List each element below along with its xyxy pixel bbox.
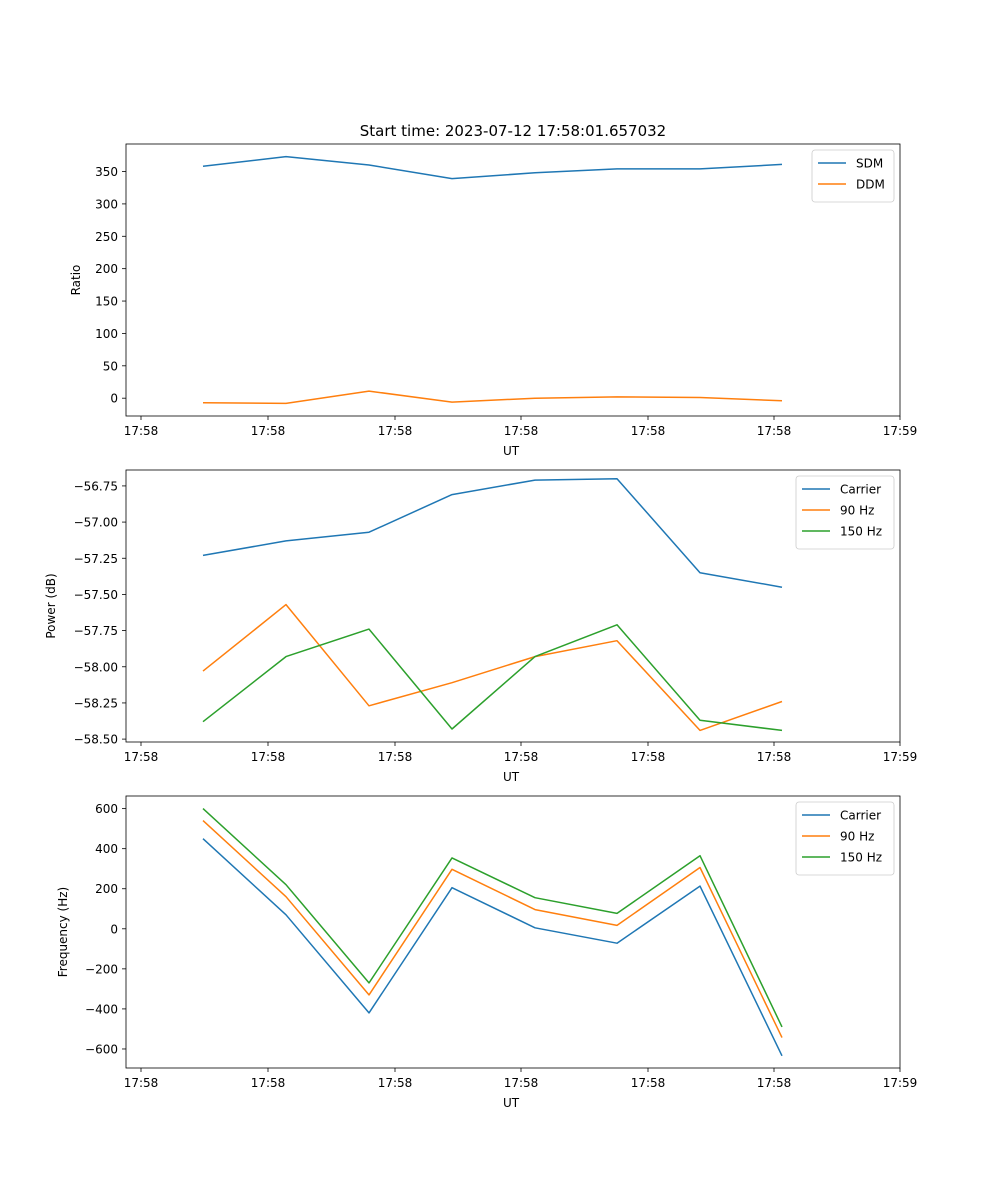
x-tick-label: 17:59	[883, 424, 918, 438]
x-axis-label: UT	[503, 770, 520, 784]
y-tick-label: −400	[85, 1002, 118, 1016]
x-tick-label: 17:58	[124, 750, 159, 764]
series-line-carrier	[202, 477, 783, 588]
legend: Carrier 90 Hz 150 Hz	[795, 801, 895, 876]
chart-panel-2: 17:58 17:58 17:58 17:58 17:58 17:58 17:59 UT −58…	[44, 469, 918, 784]
y-tick-label: −58.25	[74, 696, 118, 710]
x-tick-label: 17:58	[378, 424, 413, 438]
legend-label: 150 Hz	[840, 851, 882, 865]
x-tick-label: 17:58	[124, 1076, 159, 1090]
y-tick-label: 0	[110, 392, 118, 406]
axes-frame	[125, 795, 901, 1069]
y-tick-label: 0	[110, 922, 118, 936]
series-line-90-hz	[202, 603, 783, 732]
legend-label: Carrier	[840, 809, 881, 823]
series-line-150-hz	[202, 808, 783, 1028]
y-tick-label: 150	[95, 295, 118, 309]
chart-panel-3: 17:58 17:58 17:58 17:58 17:58 17:58 17:59 UT −60…	[56, 795, 918, 1110]
x-tick-label: 17:58	[378, 750, 413, 764]
y-tick-label: −57.50	[74, 588, 118, 602]
figure-title: Start time: 2023-07-12 17:58:01.657032	[360, 122, 666, 140]
y-axis-label: Ratio	[69, 265, 83, 296]
axes-frame	[125, 469, 901, 743]
x-axis-label: UT	[503, 444, 520, 458]
x-tick-label: 17:58	[504, 424, 539, 438]
chart-panel-1: 17:58 17:58 17:58 17:58 17:58 17:58 17:59 UT 0 50…	[69, 143, 918, 458]
y-axis-label: Frequency (Hz)	[56, 887, 70, 978]
y-tick-label: 100	[95, 327, 118, 341]
x-tick-label: 17:58	[631, 1076, 666, 1090]
x-axis-label: UT	[503, 1096, 520, 1110]
charts: 17:58 17:58 17:58 17:58 17:58 17:58 17:59 UT 0 50…	[44, 143, 918, 1110]
axes-frame	[125, 143, 901, 417]
y-tick-label: 200	[95, 882, 118, 896]
x-tick-label: 17:59	[883, 750, 918, 764]
legend-label: 150 Hz	[840, 525, 882, 539]
legend-label: Carrier	[840, 483, 881, 497]
y-tick-label: −58.50	[74, 733, 118, 747]
x-tick-label: 17:58	[251, 750, 286, 764]
y-tick-label: −600	[85, 1042, 118, 1056]
x-tick-label: 17:58	[251, 1076, 286, 1090]
series-line-carrier	[202, 838, 783, 1057]
legend-label: DDM	[856, 178, 885, 192]
series-line-sdm	[202, 155, 783, 180]
y-tick-label: −200	[85, 962, 118, 976]
x-tick-label: 17:58	[251, 424, 286, 438]
x-tick-label: 17:58	[631, 424, 666, 438]
y-tick-label: −58.00	[74, 660, 118, 674]
series-line-150-hz	[202, 624, 783, 732]
x-tick-label: 17:58	[124, 424, 159, 438]
x-tick-label: 17:59	[883, 1076, 918, 1090]
x-tick-label: 17:58	[757, 424, 792, 438]
legend-label: SDM	[856, 157, 883, 171]
y-tick-label: 250	[95, 230, 118, 244]
y-tick-label: 50	[103, 359, 118, 373]
legend-label: 90 Hz	[840, 504, 874, 518]
y-tick-label: −57.00	[74, 516, 118, 530]
x-tick-label: 17:58	[504, 1076, 539, 1090]
y-tick-label: 200	[95, 262, 118, 276]
y-axis-label: Power (dB)	[44, 573, 58, 638]
y-tick-label: 600	[95, 802, 118, 816]
y-tick-label: 300	[95, 197, 118, 211]
series-line-ddm	[202, 390, 783, 405]
y-tick-label: −56.75	[74, 479, 118, 493]
y-tick-label: 350	[95, 165, 118, 179]
x-tick-label: 17:58	[504, 750, 539, 764]
y-tick-label: −57.25	[74, 552, 118, 566]
y-tick-label: 400	[95, 842, 118, 856]
y-tick-label: −57.75	[74, 624, 118, 638]
legend: SDM DDM	[811, 149, 895, 203]
legend: Carrier 90 Hz 150 Hz	[795, 475, 895, 550]
series-line-90-hz	[202, 820, 783, 1038]
x-tick-label: 17:58	[757, 750, 792, 764]
x-tick-label: 17:58	[631, 750, 666, 764]
legend-label: 90 Hz	[840, 830, 874, 844]
x-tick-label: 17:58	[378, 1076, 413, 1090]
x-tick-label: 17:58	[757, 1076, 792, 1090]
